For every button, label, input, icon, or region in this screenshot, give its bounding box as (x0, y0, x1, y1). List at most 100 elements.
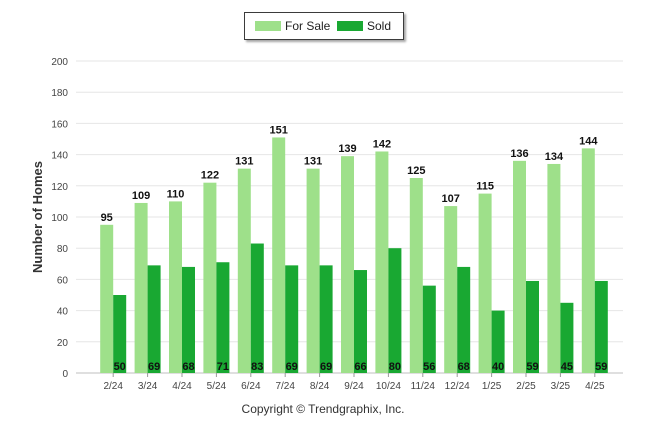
x-tick-label: 12/24 (445, 381, 470, 392)
x-tick-label: 4/25 (585, 381, 605, 392)
bar-sold[interactable] (491, 310, 505, 373)
copyright-text: Copyright © Trendgraphix, Inc. (241, 402, 405, 416)
x-tick-label: 6/24 (241, 381, 261, 392)
data-label-for-sale: 139 (338, 143, 356, 155)
legend: For Sale Sold (244, 12, 404, 40)
legend-swatch-for-sale (255, 21, 281, 31)
y-axis-label: Number of Homes (30, 161, 45, 273)
bar-for-sale[interactable] (237, 168, 251, 373)
x-tick-label: 1/25 (482, 381, 502, 392)
bar-sold[interactable] (354, 270, 367, 373)
y-tick-label: 80 (57, 244, 69, 255)
bar-sold[interactable] (182, 266, 195, 373)
data-label-sold: 69 (148, 361, 160, 373)
bar-for-sale[interactable] (100, 224, 114, 373)
data-label-for-sale: 144 (579, 135, 598, 147)
x-tick-label: 11/24 (411, 381, 436, 392)
bar-for-sale[interactable] (306, 168, 320, 373)
y-tick-label: 120 (51, 182, 68, 193)
y-tick-label: 180 (51, 88, 68, 99)
data-label-for-sale: 125 (407, 165, 425, 177)
data-label-sold: 45 (561, 361, 573, 373)
bar-for-sale[interactable] (513, 160, 526, 373)
axes: 0 20 40 60 80 100 120 140 160 180 200 2/24 3/24 4/24 5… (51, 57, 605, 392)
data-label-sold: 59 (595, 361, 607, 373)
bar-for-sale[interactable] (134, 202, 148, 373)
bar-for-sale[interactable] (581, 148, 595, 373)
bar-for-sale[interactable] (409, 178, 423, 373)
y-tick-label: 0 (62, 369, 68, 380)
y-tick-label: 40 (57, 307, 69, 318)
data-label-sold: 69 (286, 361, 298, 373)
y-tick-label: 60 (57, 275, 69, 286)
x-tick-label: 8/24 (310, 381, 330, 392)
data-label-for-sale: 110 (167, 188, 185, 200)
legend-label-for-sale: For Sale (285, 19, 331, 33)
data-label-sold: 68 (182, 361, 194, 373)
x-tick-label: 5/24 (207, 381, 227, 392)
bar-sold[interactable] (457, 266, 471, 373)
data-label-for-sale: 136 (510, 148, 528, 160)
bar-sold[interactable] (594, 280, 608, 373)
x-tick-label: 4/24 (172, 381, 192, 392)
bar-sold[interactable] (388, 248, 402, 373)
legend-swatch-sold (337, 21, 363, 31)
bar-for-sale[interactable] (444, 206, 458, 373)
bar-sold[interactable] (216, 262, 230, 373)
data-labels: 95 50 109 69 110 68 122 71 131 83 151 69 131 69 139 66 1… (101, 124, 608, 373)
legend-item-sold[interactable]: Sold (337, 18, 391, 34)
bar-for-sale[interactable] (203, 182, 217, 373)
legend-label-sold: Sold (367, 19, 392, 33)
y-tick-label: 200 (51, 57, 68, 68)
data-label-for-sale: 95 (101, 212, 113, 224)
data-label-sold: 68 (458, 361, 470, 373)
data-label-for-sale: 109 (132, 190, 150, 202)
bar-for-sale[interactable] (272, 137, 286, 373)
data-label-sold: 69 (320, 361, 332, 373)
bar-for-sale[interactable] (169, 201, 182, 373)
bar-sold[interactable] (422, 285, 436, 373)
x-tick-label: 3/24 (138, 381, 158, 392)
data-label-sold: 80 (389, 361, 401, 373)
data-label-sold: 50 (114, 361, 126, 373)
data-label-for-sale: 115 (476, 181, 494, 193)
data-label-sold: 59 (526, 361, 538, 373)
data-label-for-sale: 131 (304, 156, 322, 168)
legend-item-for-sale[interactable]: For Sale (255, 18, 330, 34)
data-label-for-sale: 107 (442, 193, 460, 205)
bar-for-sale[interactable] (341, 156, 354, 373)
y-tick-label: 140 (51, 151, 68, 162)
data-label-for-sale: 142 (373, 138, 391, 150)
x-tick-label: 3/25 (551, 381, 571, 392)
bar-sold[interactable] (250, 243, 264, 373)
bars (100, 137, 608, 373)
bar-sold[interactable] (147, 265, 161, 373)
x-tick-label: 2/24 (103, 381, 123, 392)
bar-for-sale[interactable] (547, 163, 561, 373)
bar-for-sale[interactable] (375, 151, 389, 373)
data-label-sold: 66 (354, 361, 366, 373)
data-label-sold: 83 (251, 361, 263, 373)
bar-sold[interactable] (560, 302, 574, 373)
data-label-sold: 40 (492, 361, 504, 373)
bar-for-sale[interactable] (478, 193, 492, 373)
bar-sold[interactable] (526, 280, 539, 373)
data-label-for-sale: 134 (545, 151, 564, 163)
x-tick-label: 2/25 (516, 381, 536, 392)
x-tick-label: 9/24 (344, 381, 364, 392)
bar-sold[interactable] (319, 265, 333, 373)
data-label-sold: 71 (217, 361, 229, 373)
data-label-for-sale: 151 (270, 124, 288, 136)
bar-sold[interactable] (113, 295, 127, 373)
data-label-for-sale: 131 (235, 156, 253, 168)
x-tick-label: 10/24 (376, 381, 401, 392)
data-label-sold: 56 (423, 361, 435, 373)
y-tick-label: 20 (57, 338, 69, 349)
bar-sold[interactable] (285, 265, 299, 373)
data-label-for-sale: 122 (201, 170, 219, 182)
y-tick-label: 100 (51, 213, 68, 224)
x-tick-label: 7/24 (275, 381, 295, 392)
y-tick-label: 160 (51, 119, 68, 130)
